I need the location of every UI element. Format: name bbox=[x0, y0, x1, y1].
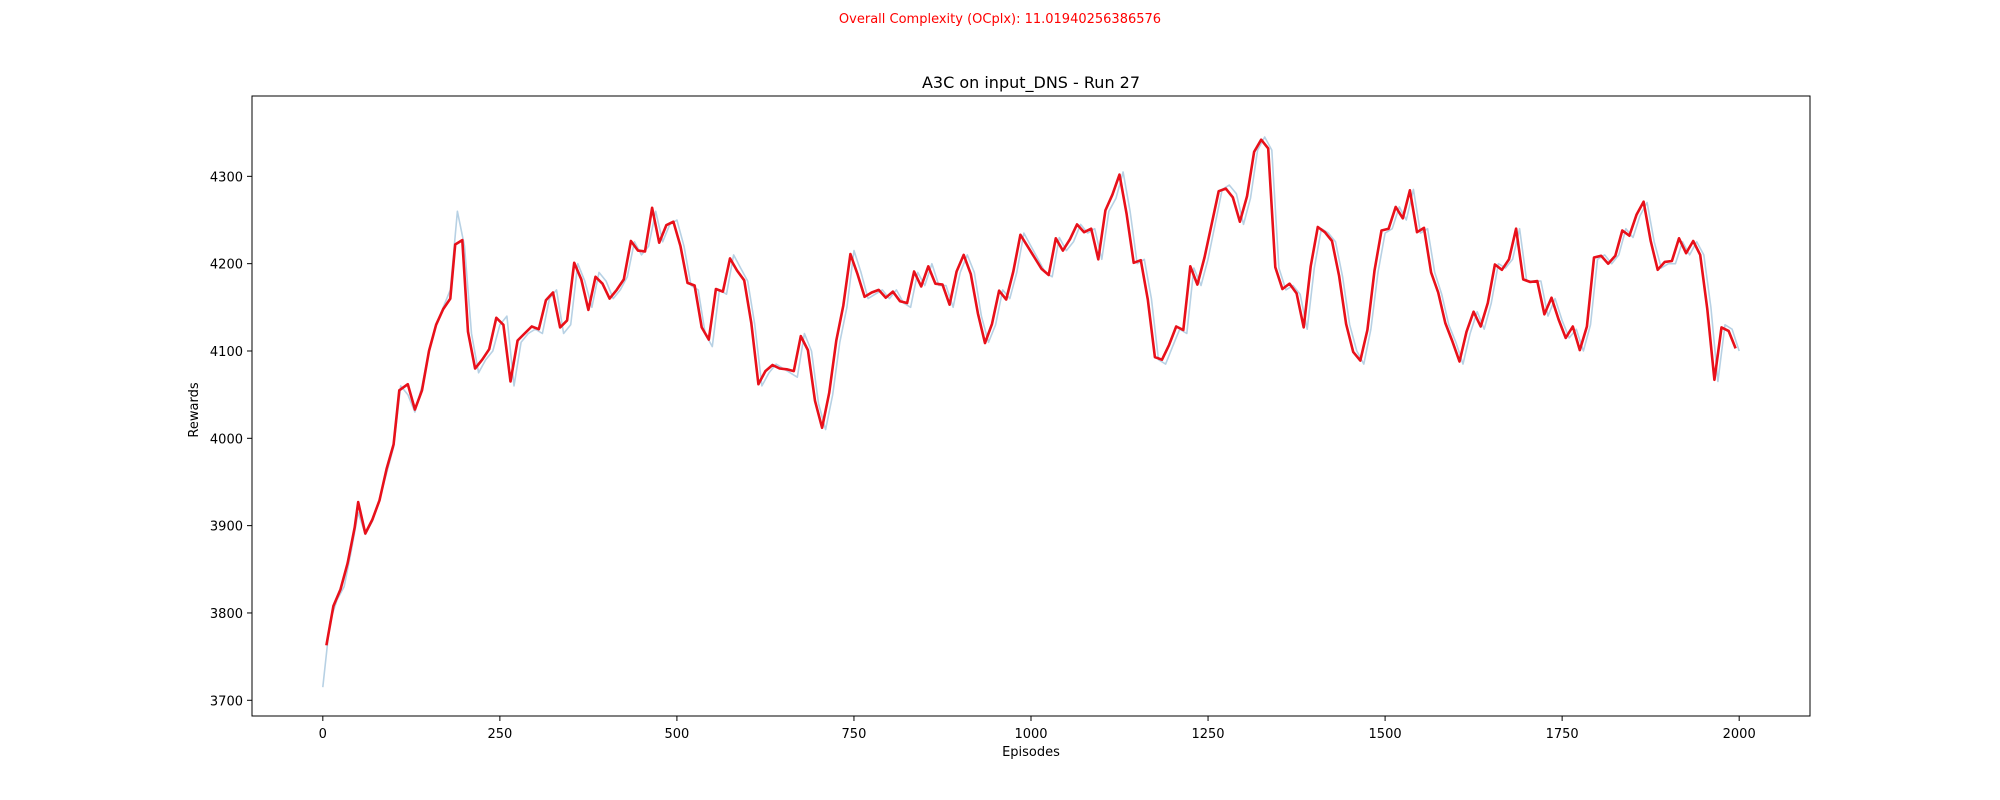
x-tick-label: 1000 bbox=[1014, 727, 1047, 742]
raw-rewards-line bbox=[322, 136, 1740, 688]
y-axis: 3700 3800 3900 4000 4100 4200 4300 bbox=[210, 170, 252, 709]
y-tick-label: 3700 bbox=[210, 694, 243, 709]
x-axis-label: Episodes bbox=[1002, 745, 1060, 760]
y-tick-label: 4100 bbox=[210, 345, 243, 360]
y-tick-label: 4200 bbox=[210, 258, 243, 273]
y-axis-label: Rewards bbox=[187, 382, 202, 437]
plot-area-border bbox=[251, 95, 1811, 717]
x-tick-label: 750 bbox=[842, 727, 867, 742]
smoothed-rewards-series bbox=[325, 138, 1737, 646]
overall-complexity-title: Overall Complexity (OCplx): 11.019402563… bbox=[838, 12, 1162, 27]
chart-title: A3C on input_DNS - Run 27 bbox=[922, 73, 1140, 93]
smoothed-rewards-line bbox=[325, 138, 1737, 646]
x-axis: 0 250 500 750 1000 1250 1500 1750 2000 bbox=[319, 716, 1756, 742]
raw-rewards-series bbox=[322, 136, 1740, 688]
y-tick-label: 4000 bbox=[210, 432, 243, 447]
x-tick-label: 1750 bbox=[1546, 727, 1579, 742]
x-tick-label: 2000 bbox=[1723, 727, 1756, 742]
y-tick-label: 4300 bbox=[210, 170, 243, 185]
x-tick-label: 0 bbox=[319, 727, 327, 742]
x-tick-label: 500 bbox=[664, 727, 689, 742]
x-tick-label: 250 bbox=[487, 727, 512, 742]
y-tick-label: 3900 bbox=[210, 520, 243, 535]
x-tick-label: 1500 bbox=[1369, 727, 1402, 742]
x-tick-label: 1250 bbox=[1191, 727, 1224, 742]
plot-frame bbox=[251, 95, 1811, 717]
y-tick-label: 3800 bbox=[210, 607, 243, 622]
